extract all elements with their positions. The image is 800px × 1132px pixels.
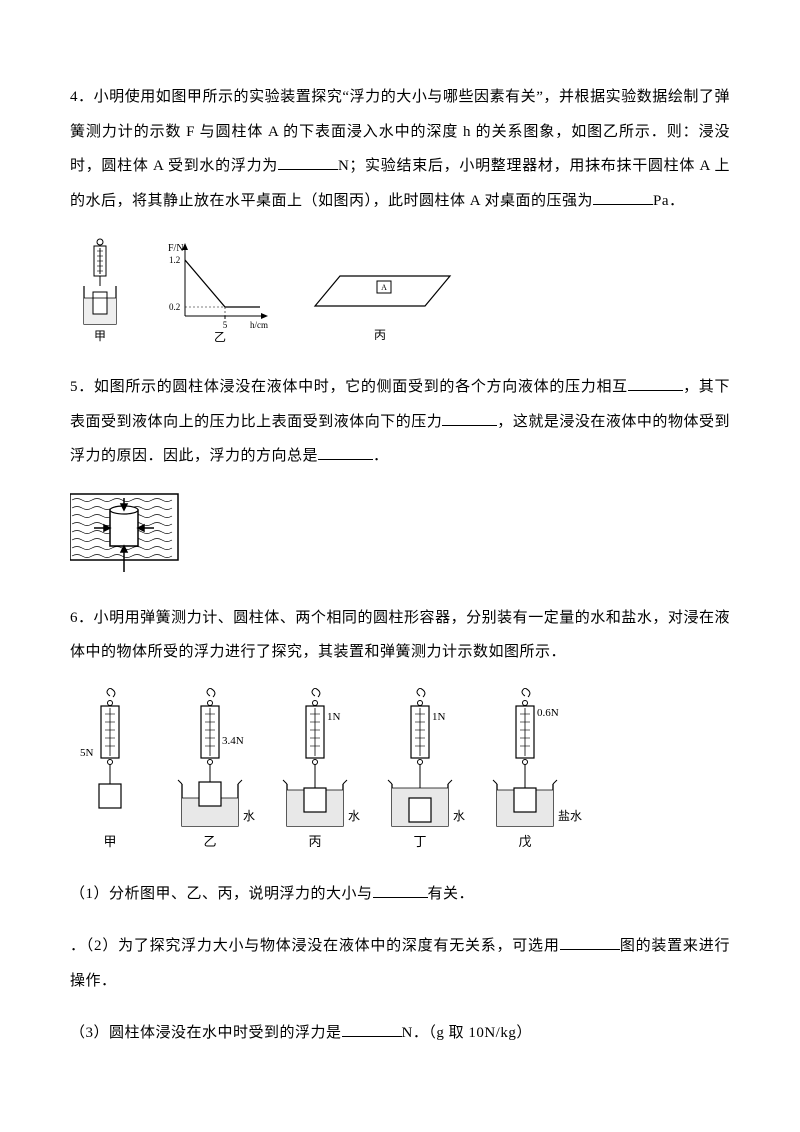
q5-blank-3 [318, 445, 373, 460]
q6-reading-b: 3.4N [222, 735, 244, 747]
q5-text: 5．如图所示的圆柱体浸没在液体中时，它的侧面受到的各个方向液体的压力相互，其下表… [70, 370, 730, 474]
q4-blank-1 [278, 155, 338, 170]
q6-liq-b: 水 [243, 809, 255, 823]
q6-intro: 6．小明用弹簧测力计、圆柱体、两个相同的圆柱形容器，分别装有一定量的水和盐水，对… [70, 601, 730, 670]
q4-fig-yi: F/N 1.2 0.2 5 h/cm 乙 [168, 243, 268, 344]
q6-s2-blank [560, 935, 620, 950]
bullet-dot: ． [70, 938, 86, 954]
q6-lab-b: 乙 [203, 834, 216, 849]
q6-lab-e: 戊 [518, 834, 531, 849]
q6-s3: （3）圆柱体浸没在水中时受到的浮力是 N．（g 取 10N/kg） [70, 1016, 730, 1051]
q4-fig-bing: A 丙 [315, 276, 450, 342]
q6-lab-a: 甲 [103, 834, 116, 849]
q5-a: 5．如图所示的圆柱体浸没在液体中时，它的侧面受到的各个方向液体的压力相互 [70, 379, 628, 395]
q6-figures: 5N 甲 3.4N 水 乙 1N [70, 688, 730, 853]
q4-text: 4．小明使用如图甲所示的实验装置探究“浮力的大小与哪些因素有关”，并根据实验数据… [70, 80, 730, 218]
q6-s2: ．（2）为了探究浮力大小与物体浸没在液体中的深度有无关系，可选用图的装置来进行操… [70, 929, 730, 998]
q6-liq-d: 水 [453, 809, 465, 823]
q6-fig-e: 0.6N 盐水 戊 [493, 688, 582, 849]
q6-reading-a: 5N [80, 747, 94, 759]
q4-graph-xtick: 5 [223, 320, 228, 330]
q6-lab-d: 丁 [413, 834, 426, 849]
q6-fig-b: 3.4N 水 乙 [178, 688, 255, 849]
q6-liq-c: 水 [348, 809, 360, 823]
q6-reading-e: 0.6N [537, 707, 559, 719]
q6-fig-d: 1N 水 丁 [388, 688, 465, 849]
q6-liq-e: 盐水 [558, 809, 582, 823]
q4-block-a: A [381, 283, 387, 292]
q6-fig-a: 5N 甲 [80, 688, 121, 849]
q4-label-bing: 丙 [374, 328, 386, 342]
q6-s3-b: N．（g 取 10N/kg） [402, 1025, 532, 1041]
q6-s1: （1）分析图甲、乙、丙，说明浮力的大小与 有关． [70, 877, 730, 912]
q6-fig-c: 1N 水 丙 [283, 688, 360, 849]
q6-s3-a: （3）圆柱体浸没在水中时受到的浮力是 [70, 1025, 342, 1041]
q5-figure [70, 492, 730, 577]
q4-label-jia: 甲 [94, 329, 106, 343]
q4-graph-ybot: 0.2 [169, 302, 180, 312]
q5-blank-2 [442, 411, 497, 426]
q4-c: Pa． [653, 193, 685, 209]
q4-graph-ylabel: F/N [168, 243, 184, 254]
q6-reading-c: 1N [327, 711, 341, 723]
q6-lab-c: 丙 [308, 834, 321, 849]
q4-blank-2 [593, 190, 653, 205]
q5-d: ． [373, 448, 389, 464]
q4-graph-ytop: 1.2 [169, 255, 180, 265]
q6-s3-blank [342, 1022, 402, 1037]
q6-reading-d: 1N [432, 711, 446, 723]
q4-label-yi: 乙 [214, 330, 226, 344]
q6-s1-blank [373, 883, 428, 898]
q5-blank-1 [628, 376, 683, 391]
q4-fig-jia: 甲 [84, 239, 116, 343]
q4-graph-xlabel: h/cm [250, 320, 268, 330]
q6-s1-a: （1）分析图甲、乙、丙，说明浮力的大小与 [70, 886, 373, 902]
q4-figures: 甲 F/N 1.2 0.2 5 [70, 236, 730, 346]
q6-s1-b: 有关． [428, 886, 475, 902]
q6-s2-a: （2）为了探究浮力大小与物体浸没在液体中的深度有无关系，可选用 [86, 938, 560, 954]
